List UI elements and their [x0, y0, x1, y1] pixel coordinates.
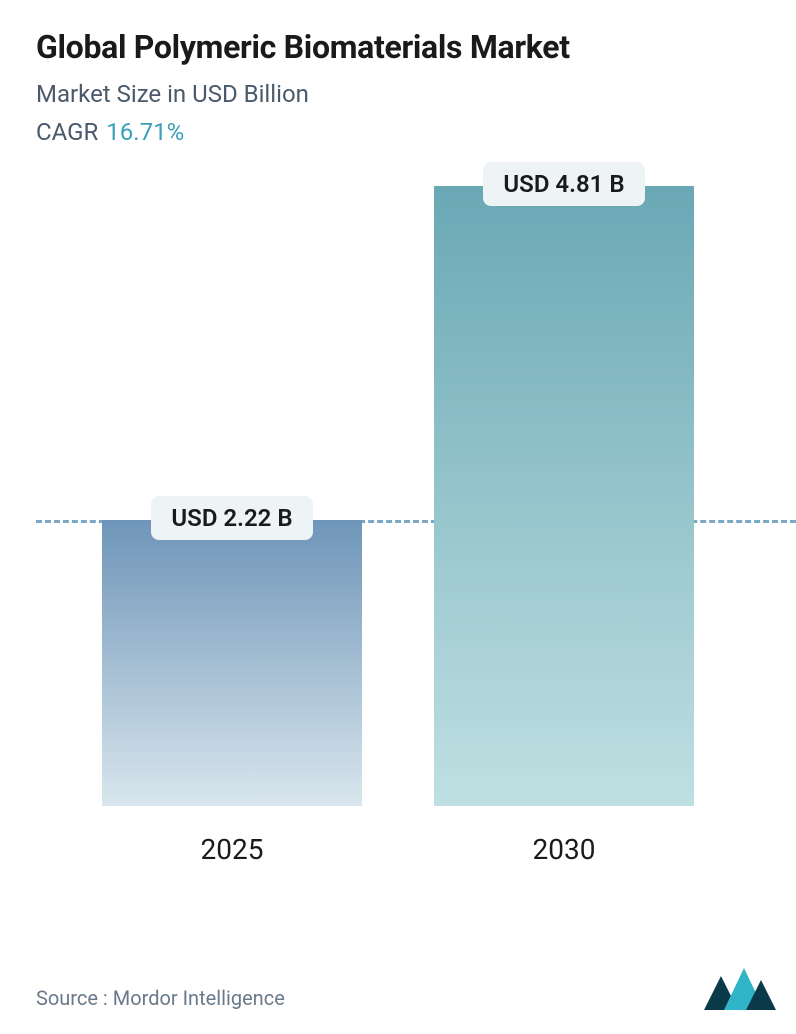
chart-subtitle: Market Size in USD Billion — [36, 80, 760, 108]
cagr-label: CAGR — [36, 118, 98, 146]
source-attribution: Source : Mordor Intelligence — [36, 986, 285, 1010]
x-label-2025: 2025 — [102, 833, 362, 866]
footer: Source : Mordor Intelligence — [36, 962, 776, 1010]
brand-logo-icon — [704, 962, 776, 1010]
bar-group-2025: USD 2.22 B — [102, 520, 362, 806]
x-label-2030: 2030 — [434, 833, 694, 866]
bars-container: USD 2.22 B USD 4.81 B — [36, 186, 760, 806]
chart-area: USD 2.22 B USD 4.81 B 2025 2030 — [36, 186, 760, 866]
bar-2025 — [102, 520, 362, 806]
bar-2030 — [434, 186, 694, 806]
x-axis-labels: 2025 2030 — [36, 833, 760, 866]
cagr-row: CAGR 16.71% — [36, 118, 760, 146]
bar-group-2030: USD 4.81 B — [434, 186, 694, 806]
value-label-2025: USD 2.22 B — [151, 496, 312, 540]
chart-title: Global Polymeric Biomaterials Market — [36, 28, 760, 66]
value-label-2030: USD 4.81 B — [483, 162, 644, 206]
cagr-value: 16.71% — [106, 118, 184, 146]
